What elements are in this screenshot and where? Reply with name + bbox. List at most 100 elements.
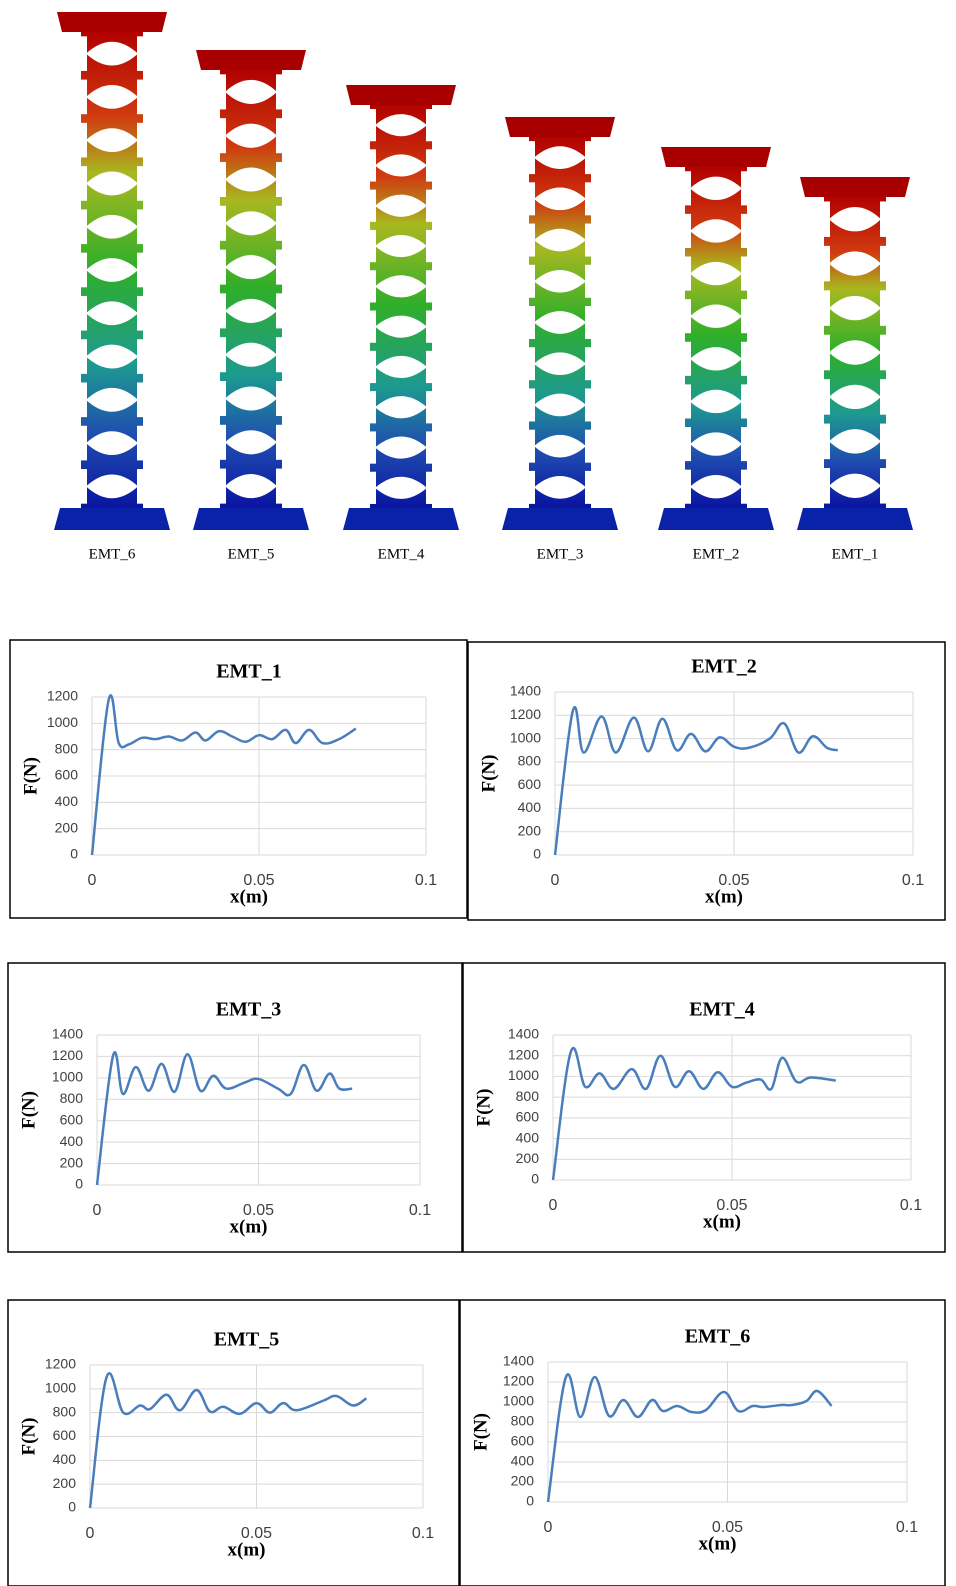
chart-title: EMT_2 — [691, 656, 757, 678]
y-tick-label: 0 — [70, 846, 78, 862]
side-gap — [370, 472, 376, 504]
side-gap — [585, 430, 591, 463]
side-gap — [585, 265, 591, 298]
x-tick-label: 0 — [88, 872, 97, 889]
x-tick-label: 0.1 — [902, 872, 924, 889]
side-gap — [741, 214, 747, 248]
y-tick-label: 1000 — [45, 1380, 76, 1396]
side-gap — [137, 383, 143, 418]
y-tick-label: 600 — [518, 776, 542, 792]
side-gap — [741, 171, 747, 205]
side-gap — [370, 270, 376, 302]
side-gap — [880, 201, 886, 237]
y-tick-label: 200 — [53, 1475, 77, 1491]
side-gap — [137, 166, 143, 201]
side-gap — [585, 182, 591, 215]
side-gap — [81, 469, 87, 504]
y-tick-label: 0 — [533, 846, 541, 862]
y-tick-label: 1000 — [52, 1069, 83, 1085]
y-axis-label: F(N) — [20, 757, 41, 795]
x-axis-label: x(m) — [228, 1539, 266, 1560]
structure — [502, 117, 618, 530]
x-axis-label: x(m) — [230, 886, 268, 907]
x-axis-label: x(m) — [705, 886, 743, 907]
y-tick-label: 600 — [511, 1433, 535, 1449]
y-tick-label: 0 — [531, 1171, 539, 1187]
side-gap — [220, 381, 226, 416]
side-gap — [741, 470, 747, 504]
side-gap — [426, 391, 432, 423]
side-gap — [370, 351, 376, 383]
side-gap — [529, 265, 535, 298]
y-tick-label: 800 — [518, 753, 542, 769]
side-gap — [880, 468, 886, 504]
y-tick-label: 600 — [516, 1109, 540, 1125]
side-gap — [741, 384, 747, 418]
side-gap — [741, 342, 747, 376]
y-tick-label: 600 — [55, 767, 79, 783]
data-line — [92, 695, 356, 855]
chart-title: EMT_6 — [685, 1326, 751, 1348]
y-tick-label: 200 — [55, 819, 79, 835]
bottom-plate — [193, 508, 309, 530]
structure-label: EMT_6 — [89, 546, 136, 562]
bottom-plate — [502, 508, 618, 530]
side-gap — [220, 74, 226, 109]
side-gap — [880, 379, 886, 415]
side-gap — [585, 471, 591, 504]
side-gap — [880, 424, 886, 460]
side-gap — [685, 299, 691, 333]
y-axis-label: F(N) — [18, 1091, 39, 1129]
y-tick-label: 1200 — [52, 1047, 83, 1063]
side-gap — [370, 230, 376, 262]
side-gap — [585, 224, 591, 257]
top-plate — [346, 85, 456, 105]
side-gap — [370, 149, 376, 181]
bottom-plate — [54, 508, 170, 530]
side-gap — [81, 123, 87, 158]
side-gap — [529, 430, 535, 463]
x-axis-label: x(m) — [230, 1216, 268, 1237]
side-gap — [426, 270, 432, 302]
side-gap — [276, 118, 282, 153]
side-gap — [685, 342, 691, 376]
side-gap — [426, 109, 432, 141]
structure — [343, 85, 459, 530]
y-tick-label: 1200 — [508, 1046, 539, 1062]
y-axis-label: F(N) — [473, 1089, 494, 1127]
side-gap — [81, 166, 87, 201]
structure — [193, 50, 309, 530]
side-gap — [137, 296, 143, 331]
structure — [658, 147, 774, 530]
side-gap — [276, 469, 282, 504]
side-gap — [685, 257, 691, 291]
y-tick-label: 1200 — [510, 706, 541, 722]
y-tick-label: 200 — [518, 822, 542, 838]
data-line — [555, 707, 838, 855]
y-tick-label: 1000 — [503, 1393, 534, 1409]
y-axis-label: F(N) — [470, 1413, 491, 1451]
side-gap — [137, 123, 143, 158]
side-gap — [426, 190, 432, 222]
side-gap — [685, 427, 691, 461]
y-tick-label: 1200 — [503, 1373, 534, 1389]
y-tick-label: 400 — [518, 799, 542, 815]
y-tick-label: 1400 — [52, 1026, 83, 1042]
x-axis-label: x(m) — [699, 1533, 737, 1554]
x-tick-label: 0 — [544, 1519, 553, 1536]
side-gap — [585, 306, 591, 339]
side-gap — [81, 36, 87, 71]
side-gap — [220, 118, 226, 153]
y-tick-label: 400 — [53, 1451, 77, 1467]
bottom-plate — [797, 508, 913, 530]
side-gap — [276, 337, 282, 372]
chart-title: EMT_1 — [216, 661, 282, 683]
y-tick-label: 1000 — [510, 729, 541, 745]
side-gap — [220, 162, 226, 197]
side-gap — [824, 468, 830, 504]
side-gap — [220, 425, 226, 460]
side-gap — [276, 381, 282, 416]
y-tick-label: 0 — [75, 1176, 83, 1192]
y-tick-label: 1200 — [47, 688, 78, 704]
side-gap — [426, 149, 432, 181]
